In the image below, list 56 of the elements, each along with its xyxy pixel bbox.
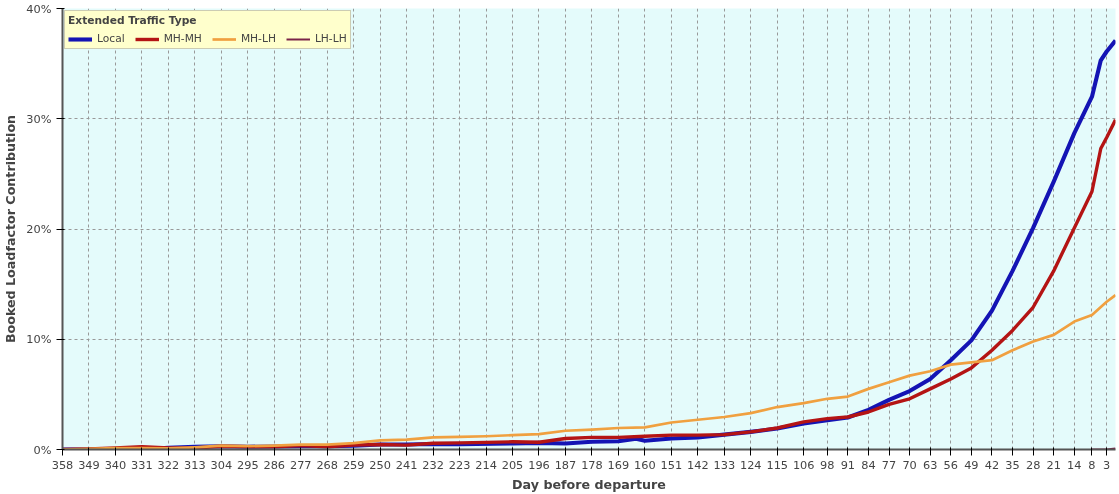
x-tick-label: 241 (395, 457, 418, 472)
x-tick-label: 259 (342, 457, 365, 472)
legend-title: Extended Traffic Type (68, 14, 198, 27)
x-tick-label: 3 (1103, 457, 1111, 472)
x-tick-label: 196 (528, 457, 550, 472)
x-tick-label: 151 (660, 457, 683, 472)
y-tick-label: 40% (26, 1, 52, 16)
x-tick-label: 42 (984, 457, 1000, 472)
x-tick-label: 286 (263, 457, 286, 472)
x-tick-label: 124 (739, 457, 762, 472)
x-tick-label: 77 (881, 457, 897, 472)
x-tick-label: 313 (184, 457, 206, 472)
x-tick-label: 49 (964, 457, 979, 472)
x-tick-label: 349 (78, 457, 100, 472)
x-tick-label: 133 (713, 457, 736, 472)
x-axis-title: Day before departure (512, 476, 666, 492)
legend-label: LH-LH (314, 32, 347, 45)
x-tick-label: 35 (1005, 457, 1020, 472)
x-tick-label: 322 (157, 457, 180, 472)
x-tick-label: 295 (236, 457, 259, 472)
x-tick-label: 169 (607, 457, 630, 472)
x-tick-label: 160 (634, 457, 656, 472)
x-tick-label: 268 (316, 457, 339, 472)
x-tick-label: 84 (861, 457, 876, 472)
x-tick-label: 142 (687, 457, 709, 472)
x-tick-label: 14 (1067, 457, 1082, 472)
x-tick-label: 115 (766, 457, 789, 472)
x-tick-label: 70 (902, 457, 917, 472)
x-tick-label: 340 (104, 457, 127, 472)
x-tick-label: 250 (369, 457, 391, 472)
x-tick-label: 187 (554, 457, 577, 472)
x-tick-label: 232 (422, 457, 444, 472)
x-tick-label: 277 (289, 457, 312, 472)
legend-label: MH-LH (240, 32, 276, 45)
x-tick-label: 205 (501, 457, 524, 472)
x-tick-label: 28 (1025, 457, 1041, 472)
y-tick-label: 20% (26, 222, 52, 236)
x-tick-label: 21 (1046, 457, 1061, 472)
legend-label: MH-MH (163, 32, 202, 45)
x-tick-label: 56 (943, 457, 958, 472)
x-tick-label: 214 (475, 457, 497, 472)
x-tick-label: 223 (448, 457, 471, 472)
x-tick-label: 106 (792, 457, 815, 472)
legend-label: Local (97, 32, 125, 45)
y-axis-title: Booked Loadfactor Contribution (3, 114, 19, 344)
y-tick-label: 30% (26, 111, 52, 126)
x-tick-label: 331 (131, 457, 153, 472)
x-tick-label: 304 (210, 457, 233, 472)
x-tick-label: 8 (1088, 457, 1096, 472)
x-tick-label: 98 (820, 457, 835, 472)
x-tick-label: 63 (922, 457, 938, 472)
x-tick-label: 91 (840, 457, 856, 472)
y-tick-label: 10% (26, 332, 52, 347)
y-tick-label: 0% (33, 442, 52, 457)
x-tick-label: 178 (581, 457, 603, 472)
x-tick-label: 358 (51, 457, 74, 472)
